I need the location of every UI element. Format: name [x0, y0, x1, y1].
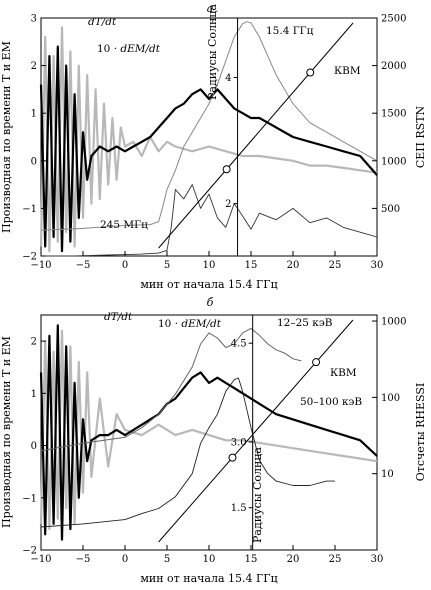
- panel-a-series-2: [40, 21, 378, 231]
- panel-b-y2tick-0: 10: [381, 469, 394, 480]
- panel-a-ytick-1: −1: [22, 204, 37, 215]
- panel-a-ann-dEM: 10 · dEM/dt: [97, 43, 161, 55]
- panel-a-ann-245mhz: 245 МГц: [100, 219, 148, 231]
- panel-a-cme-point-0: [222, 165, 231, 174]
- panel-b-ann-1225: 12–25 кэВ: [277, 317, 333, 329]
- panel-a-ytick-2: 0: [31, 156, 37, 167]
- panel-b-series-3: [40, 377, 335, 528]
- panel-b-xtick-6: 20: [287, 554, 300, 565]
- panel-b-cme-point-1: [312, 358, 321, 367]
- panel-a-xtick-3: 5: [164, 260, 170, 271]
- panel-a-series: [39, 18, 378, 257]
- panel-a-ylabel: Производная по времени T и EM: [0, 41, 13, 233]
- panel-b-y3tick-0: 1.5: [231, 503, 247, 514]
- panel-a-series-0: [39, 26, 378, 253]
- panel-a-y2tick-3: 2000: [381, 61, 406, 72]
- panel-b-ylabel: Производная по времени T и EM: [0, 336, 13, 528]
- panel-a-xtick-7: 25: [329, 260, 342, 271]
- panel-b-ann-kvm: КВМ: [330, 367, 357, 379]
- panel-b-ann-50100: 50–100 кэВ: [300, 396, 362, 408]
- panel-a-ytick-0: −2: [22, 252, 37, 263]
- panel-b-xtick-3: 5: [164, 554, 170, 565]
- panel-a-y2label: СЕП RSTN: [414, 105, 427, 168]
- panel-b-xtick-4: 10: [203, 554, 216, 565]
- panel-a-xtick-1: −5: [76, 260, 91, 271]
- panel-a-label: а: [207, 2, 214, 15]
- panel-b-series-0: [39, 329, 378, 531]
- panel-a-xtick-0: −10: [30, 260, 51, 271]
- panel-b: б −10 −5 0 5 10 15 20 25 30−2−10121010010001.53.…: [0, 296, 427, 585]
- panel-a-ticks: −10 −5 0 5 10 15 20 25 30−2−10123500100015002000…: [22, 14, 406, 272]
- panel-a-ann-15ghz: 15.4 ГГц: [266, 25, 314, 37]
- panel-b-xtick-7: 25: [329, 554, 342, 565]
- panel-b-xtick-0: −10: [30, 554, 51, 565]
- panel-a-ann-dTdt: dT/dt: [88, 16, 117, 28]
- panel-b-ytick-3: 1: [31, 389, 37, 400]
- panel-b-ann-dTdt: dT/dt: [104, 311, 133, 323]
- panel-a-cme-point-1: [306, 68, 315, 77]
- panel-b-y2label: Отсчеты RHESSI: [414, 383, 427, 482]
- panel-b-y2tick-2: 1000: [381, 317, 406, 328]
- panel-a-y2tick-4: 2500: [381, 14, 406, 25]
- panel-b-series-1: [39, 324, 378, 541]
- panel-b-ytick-4: 2: [31, 337, 37, 348]
- panel-b-series: [39, 315, 378, 550]
- panel-a-ytick-5: 3: [31, 14, 37, 25]
- panel-a-xtick-6: 20: [287, 260, 300, 271]
- panel-b-xlabel: мин от начала 15.4 ГГц: [140, 572, 277, 585]
- panel-b-cme-point-0: [228, 453, 237, 462]
- panel-a-y3tick-1: 4: [225, 73, 231, 84]
- panel-a-y3tick-0: 2: [225, 199, 231, 210]
- panel-b-xtick-1: −5: [76, 554, 91, 565]
- panel-a-xlabel: мин от начала 15.4 ГГц: [140, 278, 277, 291]
- panel-b-xtick-2: 0: [122, 554, 128, 565]
- panel-a-y2tick-2: 1500: [381, 109, 406, 120]
- panel-a-series-1: [39, 45, 378, 253]
- panel-a-xtick-5: 15: [245, 260, 258, 271]
- panel-b-ytick-1: −1: [22, 493, 37, 504]
- panel-a-cme-line: [158, 22, 354, 249]
- panel-a-xtick-8: 30: [371, 260, 384, 271]
- panel-a-y2tick-0: 500: [381, 204, 400, 215]
- panel-b-xtick-8: 30: [371, 554, 384, 565]
- panel-a-xtick-2: 0: [122, 260, 128, 271]
- panel-b-y3tick-1: 3.0: [231, 437, 247, 448]
- panel-b-y2tick-1: 100: [381, 393, 400, 404]
- panel-a-y3label: Радиусы Солнца: [206, 4, 219, 100]
- panel-a: а −10 −5 0 5 10 15 20 25 30−2−101235001000150020…: [0, 2, 427, 291]
- panel-b-ticks: −10 −5 0 5 10 15 20 25 30−2−10121010010001.53.04…: [22, 317, 406, 565]
- panel-b-xtick-5: 15: [245, 554, 258, 565]
- panel-b-cme-line: [158, 319, 354, 543]
- panel-a-y2tick-1: 1000: [381, 156, 406, 167]
- panel-b-ann-dEM: 10 · dEM/dt: [158, 318, 222, 330]
- panel-b-label: б: [207, 296, 214, 309]
- panel-a-xtick-4: 10: [203, 260, 216, 271]
- panel-b-y3tick-2: 4.5: [231, 339, 247, 350]
- panel-a-ytick-4: 2: [31, 61, 37, 72]
- panel-b-ytick-2: 0: [31, 441, 37, 452]
- panel-a-ytick-3: 1: [31, 109, 37, 120]
- panel-b-series-2: [40, 327, 302, 452]
- panel-b-ytick-0: −2: [22, 546, 37, 557]
- panel-a-series-3: [41, 184, 378, 257]
- panel-b-y3label: Радиусы Солнца: [251, 447, 264, 543]
- panel-a-ann-kvm: КВМ: [334, 65, 361, 77]
